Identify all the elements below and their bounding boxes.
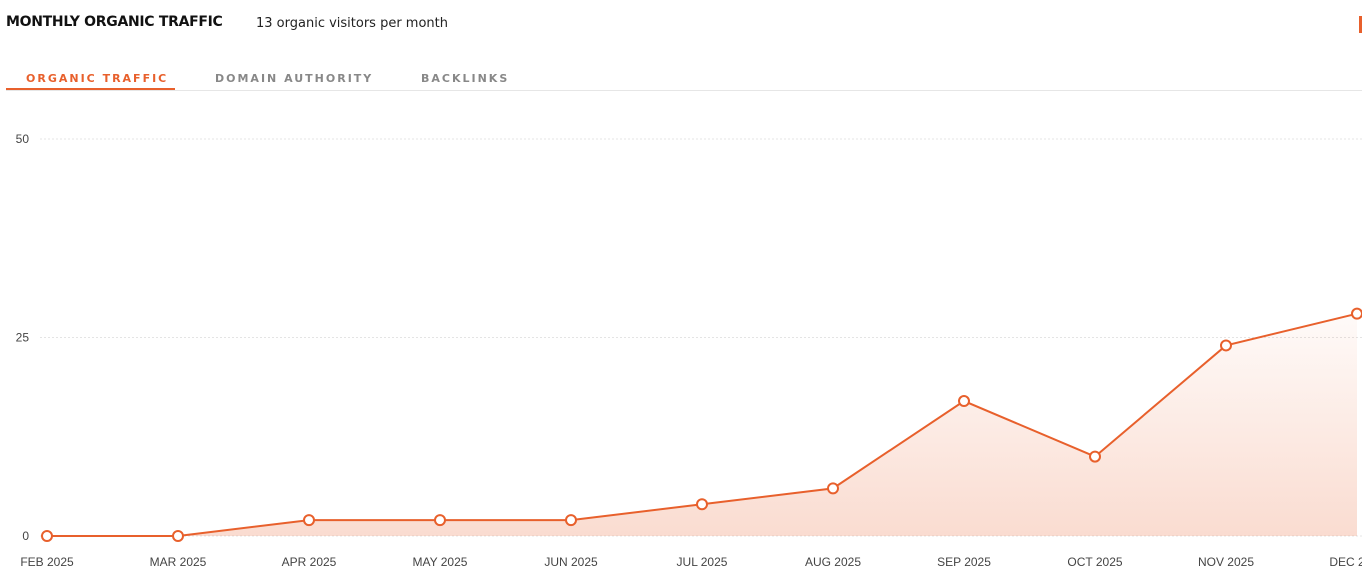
page-title: MONTHLY ORGANIC TRAFFIC [6,14,223,30]
point [434,514,446,527]
point [172,530,184,542]
subtitle: 13 organic visitors per month [256,16,449,31]
x-tick-label: MAR 2025 [150,555,207,569]
point [827,482,839,495]
tab[interactable]: ORGANIC TRAFFIC [26,72,169,85]
point [1351,307,1362,320]
area [47,313,1357,536]
active-tab-indicator [6,88,175,90]
tab[interactable]: DOMAIN AUTHORITY [215,72,374,85]
x-tick-label: JUL 2025 [677,555,728,569]
accent-bar [1359,16,1362,33]
x-tick-label: APR 2025 [282,555,337,569]
x-tick-label: MAY 2025 [413,555,468,569]
y-tick-label: 0 [22,529,29,543]
x-tick-label: AUG 2025 [805,555,861,569]
point [958,395,970,408]
tab-bar: ORGANIC TRAFFIC DOMAIN AUTHORITY BACKLIN… [6,66,1362,91]
x-tick-label: FEB 2025 [20,555,74,569]
point [565,514,577,527]
point [1220,339,1232,352]
y-tick-label: 25 [16,331,30,345]
tab[interactable]: BACKLINKS [421,72,510,85]
point [41,530,53,542]
x-tick-label: DEC 2025 [1329,555,1362,569]
x-tick-label: NOV 2025 [1198,555,1254,569]
x-tick-label: SEP 2025 [937,555,991,569]
point [1089,450,1101,463]
x-tick-label: OCT 2025 [1067,555,1122,569]
point [696,498,708,511]
point [303,514,315,527]
x-tick-label: JUN 2025 [544,555,598,569]
y-tick-label: 50 [16,132,30,146]
